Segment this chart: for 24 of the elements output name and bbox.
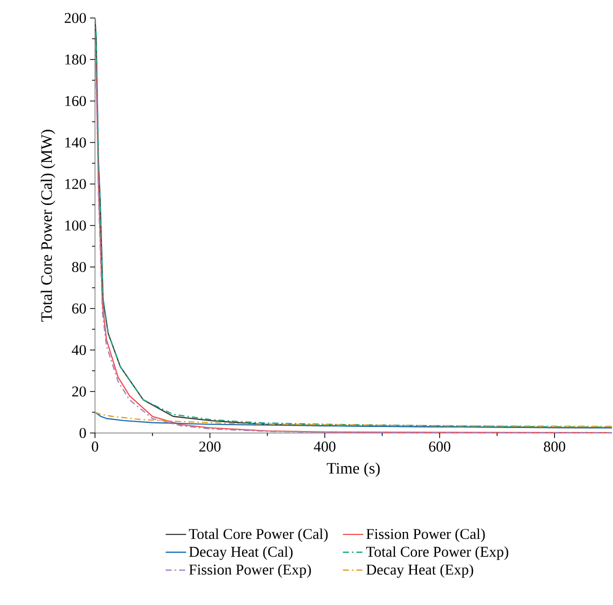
legend-label: Decay Heat (Exp) <box>366 564 474 578</box>
x-tick-label: 800 <box>544 442 566 452</box>
legend-label: Decay Heat (Cal) <box>189 546 293 560</box>
x-tick-label: 400 <box>314 442 336 452</box>
y-tick-label: 100 <box>65 220 86 231</box>
legend-label: Fission Power (Cal) <box>366 528 485 542</box>
y-tick-label: 60 <box>72 303 86 314</box>
x-tick-label: 200 <box>199 442 221 452</box>
y-tick-label: 0 <box>80 428 86 438</box>
legend-label: Total Core Power (Cal) <box>188 528 328 542</box>
legend-label: Total Core Power (Exp) <box>366 546 508 560</box>
y-tick-label: 200 <box>64 12 86 24</box>
x-tick-label: 600 <box>429 442 450 452</box>
y-tick-label: 20 <box>72 386 86 397</box>
x-tick-label: 0 <box>92 442 98 452</box>
y-tick-label: 40 <box>72 344 86 356</box>
y-tick-label: 80 <box>72 262 86 272</box>
legend-label: Fission Power (Exp) <box>189 564 311 578</box>
x-axis-title: Time (s) <box>326 462 380 477</box>
y-tick-label: 160 <box>65 96 86 106</box>
y-tick-label: 180 <box>65 54 86 65</box>
y-tick-label: 120 <box>65 178 86 190</box>
y-axis-title: Total Core Power (Cal) (MW) <box>40 130 56 322</box>
y-tick-label: 140 <box>65 137 86 148</box>
